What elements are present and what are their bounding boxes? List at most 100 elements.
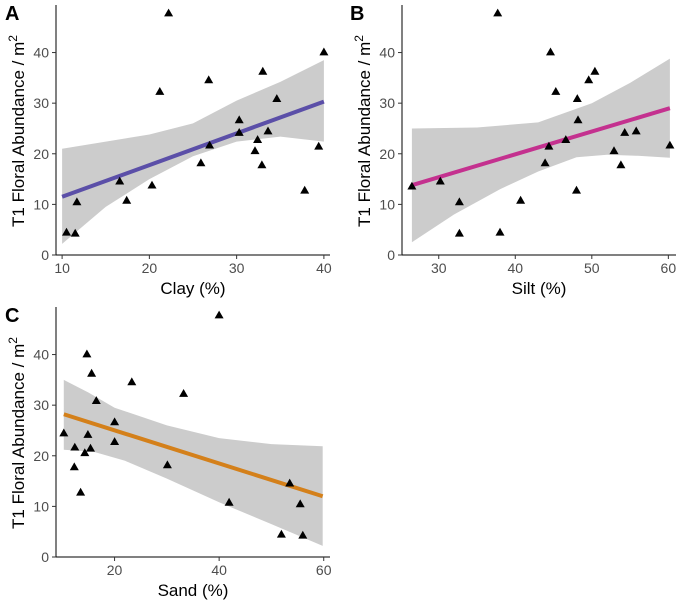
- data-point: [454, 197, 464, 206]
- data-point: [561, 135, 571, 143]
- y-tick-label: 10: [379, 196, 395, 212]
- data-point: [616, 160, 626, 169]
- data-point: [631, 126, 641, 135]
- data-point: [155, 87, 165, 95]
- x-axis-title: Sand (%): [158, 581, 229, 600]
- regression-line: [63, 412, 324, 499]
- data-point: [546, 47, 555, 56]
- data-point: [110, 437, 120, 445]
- data-point: [204, 75, 214, 84]
- data-point: [83, 430, 93, 438]
- data-point: [572, 94, 582, 102]
- data-point: [573, 115, 583, 124]
- y-tick-label: 20: [33, 448, 49, 464]
- data-point: [147, 180, 157, 189]
- y-tick-label: 40: [379, 45, 395, 61]
- data-point: [495, 227, 505, 236]
- data-point: [300, 185, 310, 194]
- x-tick-label: 50: [584, 260, 600, 276]
- data-point: [70, 228, 80, 237]
- y-tick-label: 30: [379, 95, 395, 111]
- data-point: [590, 66, 600, 75]
- data-point: [319, 47, 329, 56]
- data-point: [257, 160, 267, 169]
- x-tick-label: 40: [316, 260, 332, 276]
- panel-b: B Silt (%) T1 Floral Abundance / m2 30 40…: [350, 3, 676, 298]
- panel-label: B: [350, 3, 364, 25]
- data-point: [435, 176, 445, 185]
- y-tick-label: 20: [33, 146, 49, 162]
- y-tick-label: 40: [33, 347, 49, 363]
- data-point: [263, 126, 273, 135]
- x-tick-label: 30: [229, 260, 245, 276]
- data-point: [164, 8, 174, 17]
- y-tick-label: 10: [33, 196, 49, 212]
- panel-a: A Clay (%) T1 Floral Abundance / m2 10 20…: [5, 3, 332, 298]
- data-point: [115, 176, 125, 185]
- data-point: [82, 349, 92, 358]
- data-point: [214, 310, 224, 319]
- data-point: [59, 428, 69, 437]
- x-tick-label: 60: [316, 562, 332, 578]
- regression-line: [411, 106, 671, 188]
- data-point: [205, 140, 215, 149]
- data-point: [454, 228, 464, 237]
- data-point: [224, 497, 234, 506]
- data-point: [162, 460, 172, 469]
- x-tick-label: 30: [431, 260, 447, 276]
- data-point: [258, 66, 268, 75]
- data-point: [87, 368, 97, 377]
- y-tick-label: 20: [379, 146, 395, 162]
- y-axis-title-sup: 2: [6, 337, 20, 344]
- y-tick-label: 0: [41, 549, 49, 565]
- y-axis-title-text: T1 Floral Abundance / m: [355, 42, 374, 227]
- y-axis-title: T1 Floral Abundance / m2: [6, 35, 28, 227]
- data-point: [179, 389, 189, 397]
- data-point: [76, 487, 86, 496]
- data-point: [250, 146, 260, 155]
- data-point: [110, 417, 120, 426]
- y-tick-label: 30: [33, 397, 49, 413]
- x-tick-label: 40: [507, 260, 523, 276]
- data-point: [285, 478, 295, 487]
- data-point: [62, 227, 71, 236]
- data-point: [70, 442, 80, 451]
- data-point: [234, 115, 244, 124]
- y-axis-title-sup: 2: [6, 35, 20, 42]
- data-point: [80, 448, 90, 457]
- data-point: [69, 462, 79, 471]
- data-point: [91, 396, 101, 404]
- data-point: [272, 94, 282, 102]
- data-point: [86, 443, 95, 452]
- data-point: [127, 377, 137, 386]
- confidence-band: [62, 60, 324, 244]
- data-point: [196, 158, 206, 167]
- y-tick-label: 30: [33, 95, 49, 111]
- panel-label: C: [5, 305, 19, 327]
- data-point: [234, 128, 244, 136]
- data-point: [620, 128, 630, 136]
- y-tick-label: 0: [41, 247, 49, 263]
- data-point: [572, 185, 581, 194]
- data-point: [540, 158, 550, 167]
- data-point: [122, 195, 132, 204]
- data-point: [407, 181, 417, 190]
- confidence-band: [411, 58, 670, 243]
- data-point: [665, 140, 675, 149]
- data-point: [276, 529, 286, 538]
- x-tick-label: 20: [142, 260, 158, 276]
- data-point: [544, 141, 554, 150]
- x-axis-title: Clay (%): [160, 279, 225, 298]
- x-tick-label: 40: [211, 562, 227, 578]
- confidence-band: [63, 379, 323, 546]
- y-tick-label: 40: [33, 45, 49, 61]
- data-point: [609, 146, 619, 155]
- regression-line: [61, 99, 325, 199]
- x-tick-label: 20: [107, 562, 123, 578]
- data-point: [551, 87, 561, 95]
- panel-label: A: [5, 3, 19, 25]
- x-axis-title: Silt (%): [512, 279, 567, 298]
- data-point: [72, 197, 82, 206]
- panel-c: C Sand (%) T1 Floral Abundance / m2 20 40…: [5, 305, 332, 600]
